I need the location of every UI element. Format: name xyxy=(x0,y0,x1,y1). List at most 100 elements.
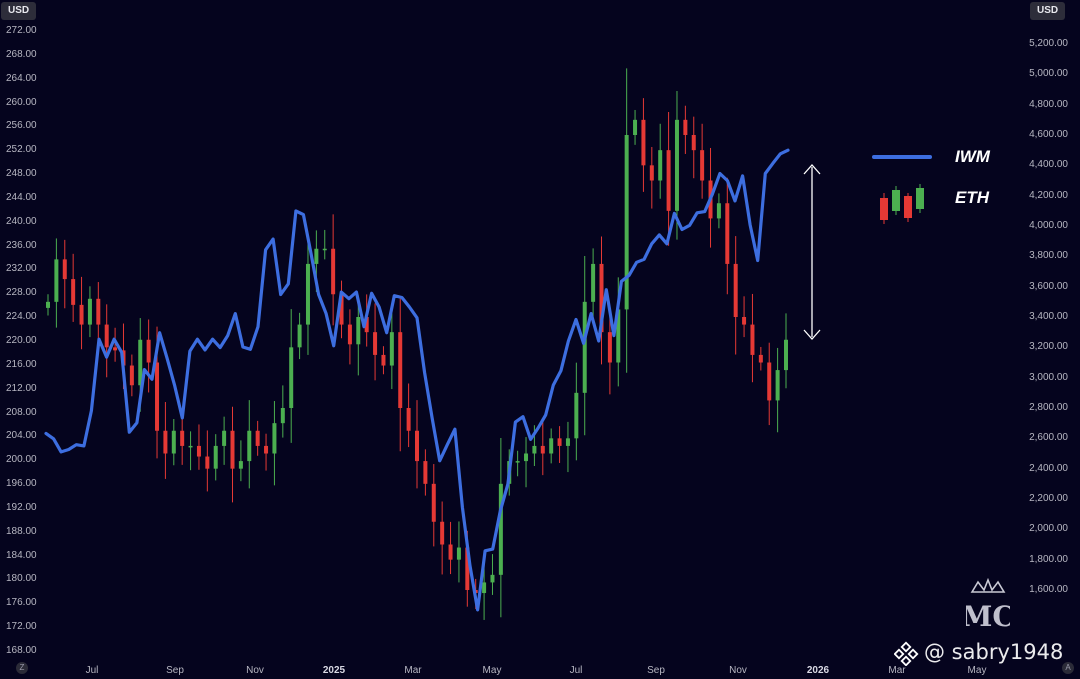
eth-candle xyxy=(289,309,294,443)
eth-candle xyxy=(389,313,394,390)
eth-candle-body xyxy=(565,438,570,446)
eth-candle-body xyxy=(54,259,59,302)
eth-candle xyxy=(448,521,453,575)
eth-candle xyxy=(264,433,269,471)
eth-candle-body xyxy=(87,298,92,325)
left-axis-tick: 180.00 xyxy=(6,573,37,585)
right-axis-tick: 5,000.00 xyxy=(1029,68,1068,80)
eth-candle-body xyxy=(415,430,419,462)
eth-candle xyxy=(498,438,503,618)
right-axis-tick: 4,000.00 xyxy=(1029,220,1068,231)
right-axis-tick: 2,400.00 xyxy=(1029,462,1068,474)
right-axis-tick: 4,400.00 xyxy=(1029,159,1068,171)
left-axis-tick: 208.00 xyxy=(6,406,37,418)
time-axis-tick: Jul xyxy=(85,665,99,676)
eth-candle xyxy=(540,420,545,476)
left-axis-tick: 260.00 xyxy=(6,96,37,108)
eth-candle xyxy=(205,430,210,492)
right-axis-tick: 3,000.00 xyxy=(1029,371,1068,383)
eth-candle-body xyxy=(62,259,67,280)
eth-candle-body xyxy=(524,453,529,462)
left-axis-tick: 192.00 xyxy=(6,501,37,513)
corner-left-button[interactable]: Z xyxy=(16,662,28,674)
eth-candle-body xyxy=(658,150,663,181)
eth-candle-body xyxy=(515,461,520,463)
left-axis-tick: 236.00 xyxy=(6,239,37,251)
left-axis-tick: 172.00 xyxy=(6,621,37,633)
eth-candle-body xyxy=(381,354,386,366)
right-axis-tick: 3,800.00 xyxy=(1029,250,1068,262)
eth-candle-body xyxy=(163,430,168,454)
eth-candle-body xyxy=(775,370,780,401)
left-axis-tick: 252.00 xyxy=(6,144,37,156)
left-axis-tick: 188.00 xyxy=(6,525,37,537)
eth-candle-body xyxy=(448,544,453,560)
left-axis-tick: 200.00 xyxy=(6,454,37,466)
right-axis-unit-badge[interactable]: USD xyxy=(1030,2,1066,20)
eth-candle xyxy=(171,418,176,466)
time-axis-tick: Mar xyxy=(404,665,422,676)
eth-candle-body xyxy=(456,547,461,560)
right-axis-tick: 1,800.00 xyxy=(1029,553,1068,565)
eth-candle xyxy=(62,239,67,309)
iwm-line-group xyxy=(44,148,790,612)
eth-candle xyxy=(431,464,436,547)
left-axis-unit-badge[interactable]: USD xyxy=(1,2,37,20)
eth-candle xyxy=(599,236,604,365)
eth-candle xyxy=(247,400,252,489)
spread-arrow-bottom-head xyxy=(803,329,821,340)
eth-candle-body xyxy=(222,430,227,446)
right-axis-tick: 2,800.00 xyxy=(1029,402,1068,413)
right-axis-tick: 2,600.00 xyxy=(1029,432,1068,444)
eth-candle-body xyxy=(490,574,495,583)
eth-candle xyxy=(725,177,730,295)
eth-candle xyxy=(758,346,763,371)
eth-candle-body xyxy=(180,430,185,446)
left-axis-tick: 228.00 xyxy=(6,287,37,299)
eth-candle xyxy=(406,383,411,448)
left-axis-tick: 220.00 xyxy=(6,335,37,346)
eth-candle-body xyxy=(767,362,772,401)
eth-candle xyxy=(297,312,302,360)
right-axis-tick: 3,200.00 xyxy=(1029,341,1068,353)
eth-candle-body xyxy=(389,332,394,366)
eth-candle-body xyxy=(247,430,252,462)
eth-candle-body xyxy=(574,392,579,439)
eth-candle-body xyxy=(347,324,352,345)
eth-candle xyxy=(373,303,378,381)
left-axis-tick: 264.00 xyxy=(6,72,37,84)
eth-candle-body xyxy=(205,456,210,469)
eth-candle xyxy=(54,238,59,328)
eth-candle-body xyxy=(406,408,411,431)
eth-candle-body xyxy=(674,119,679,211)
corner-right-button[interactable]: A xyxy=(1062,662,1074,674)
right-axis-tick: 3,600.00 xyxy=(1029,280,1068,292)
eth-candle xyxy=(188,431,193,471)
time-axis-tick: May xyxy=(482,665,502,676)
eth-candle xyxy=(356,295,361,376)
eth-candle-body xyxy=(607,332,612,363)
eth-candle-body xyxy=(540,445,545,454)
eth-candle xyxy=(549,428,554,464)
eth-candle xyxy=(423,449,428,496)
eth-candle-body xyxy=(339,294,344,325)
eth-candle-body xyxy=(129,365,134,386)
eth-candle-body xyxy=(373,332,378,355)
time-axis-tick: 2025 xyxy=(322,665,346,676)
eth-candle-body xyxy=(549,438,554,454)
eth-candle xyxy=(666,111,671,246)
eth-candle xyxy=(515,450,520,477)
eth-candle-body xyxy=(750,324,755,355)
eth-candle-body xyxy=(398,332,403,408)
eth-candle xyxy=(238,440,243,482)
eth-candle xyxy=(113,327,118,362)
right-axis-tick: 4,800.00 xyxy=(1029,98,1068,110)
eth-candle xyxy=(347,309,352,365)
eth-candle-body xyxy=(79,304,84,325)
left-axis-tick: 272.00 xyxy=(6,25,37,36)
eth-candle xyxy=(222,416,227,465)
eth-candle-body xyxy=(666,150,671,211)
eth-candle-body xyxy=(188,445,193,448)
eth-candle xyxy=(196,424,201,470)
